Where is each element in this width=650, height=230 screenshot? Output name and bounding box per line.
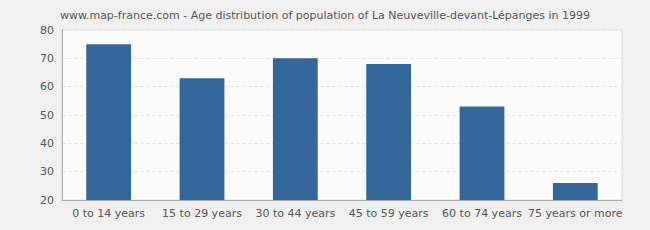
svg-text:75 years or more: 75 years or more xyxy=(528,207,623,220)
svg-text:60 to 74 years: 60 to 74 years xyxy=(442,207,522,220)
svg-text:20: 20 xyxy=(40,194,54,207)
svg-text:30: 30 xyxy=(40,165,54,178)
svg-text:0 to 14 years: 0 to 14 years xyxy=(72,207,145,220)
svg-text:80: 80 xyxy=(40,24,54,37)
svg-text:40: 40 xyxy=(40,137,54,150)
svg-text:60: 60 xyxy=(40,80,54,93)
svg-text:45 to 59 years: 45 to 59 years xyxy=(349,207,429,220)
svg-text:15 to 29 years: 15 to 29 years xyxy=(162,207,242,220)
svg-text:30 to 44 years: 30 to 44 years xyxy=(255,207,335,220)
svg-text:www.map-france.com - Age distr: www.map-france.com - Age distribution of… xyxy=(60,9,590,22)
svg-text:50: 50 xyxy=(40,109,54,122)
svg-text:70: 70 xyxy=(40,52,54,65)
